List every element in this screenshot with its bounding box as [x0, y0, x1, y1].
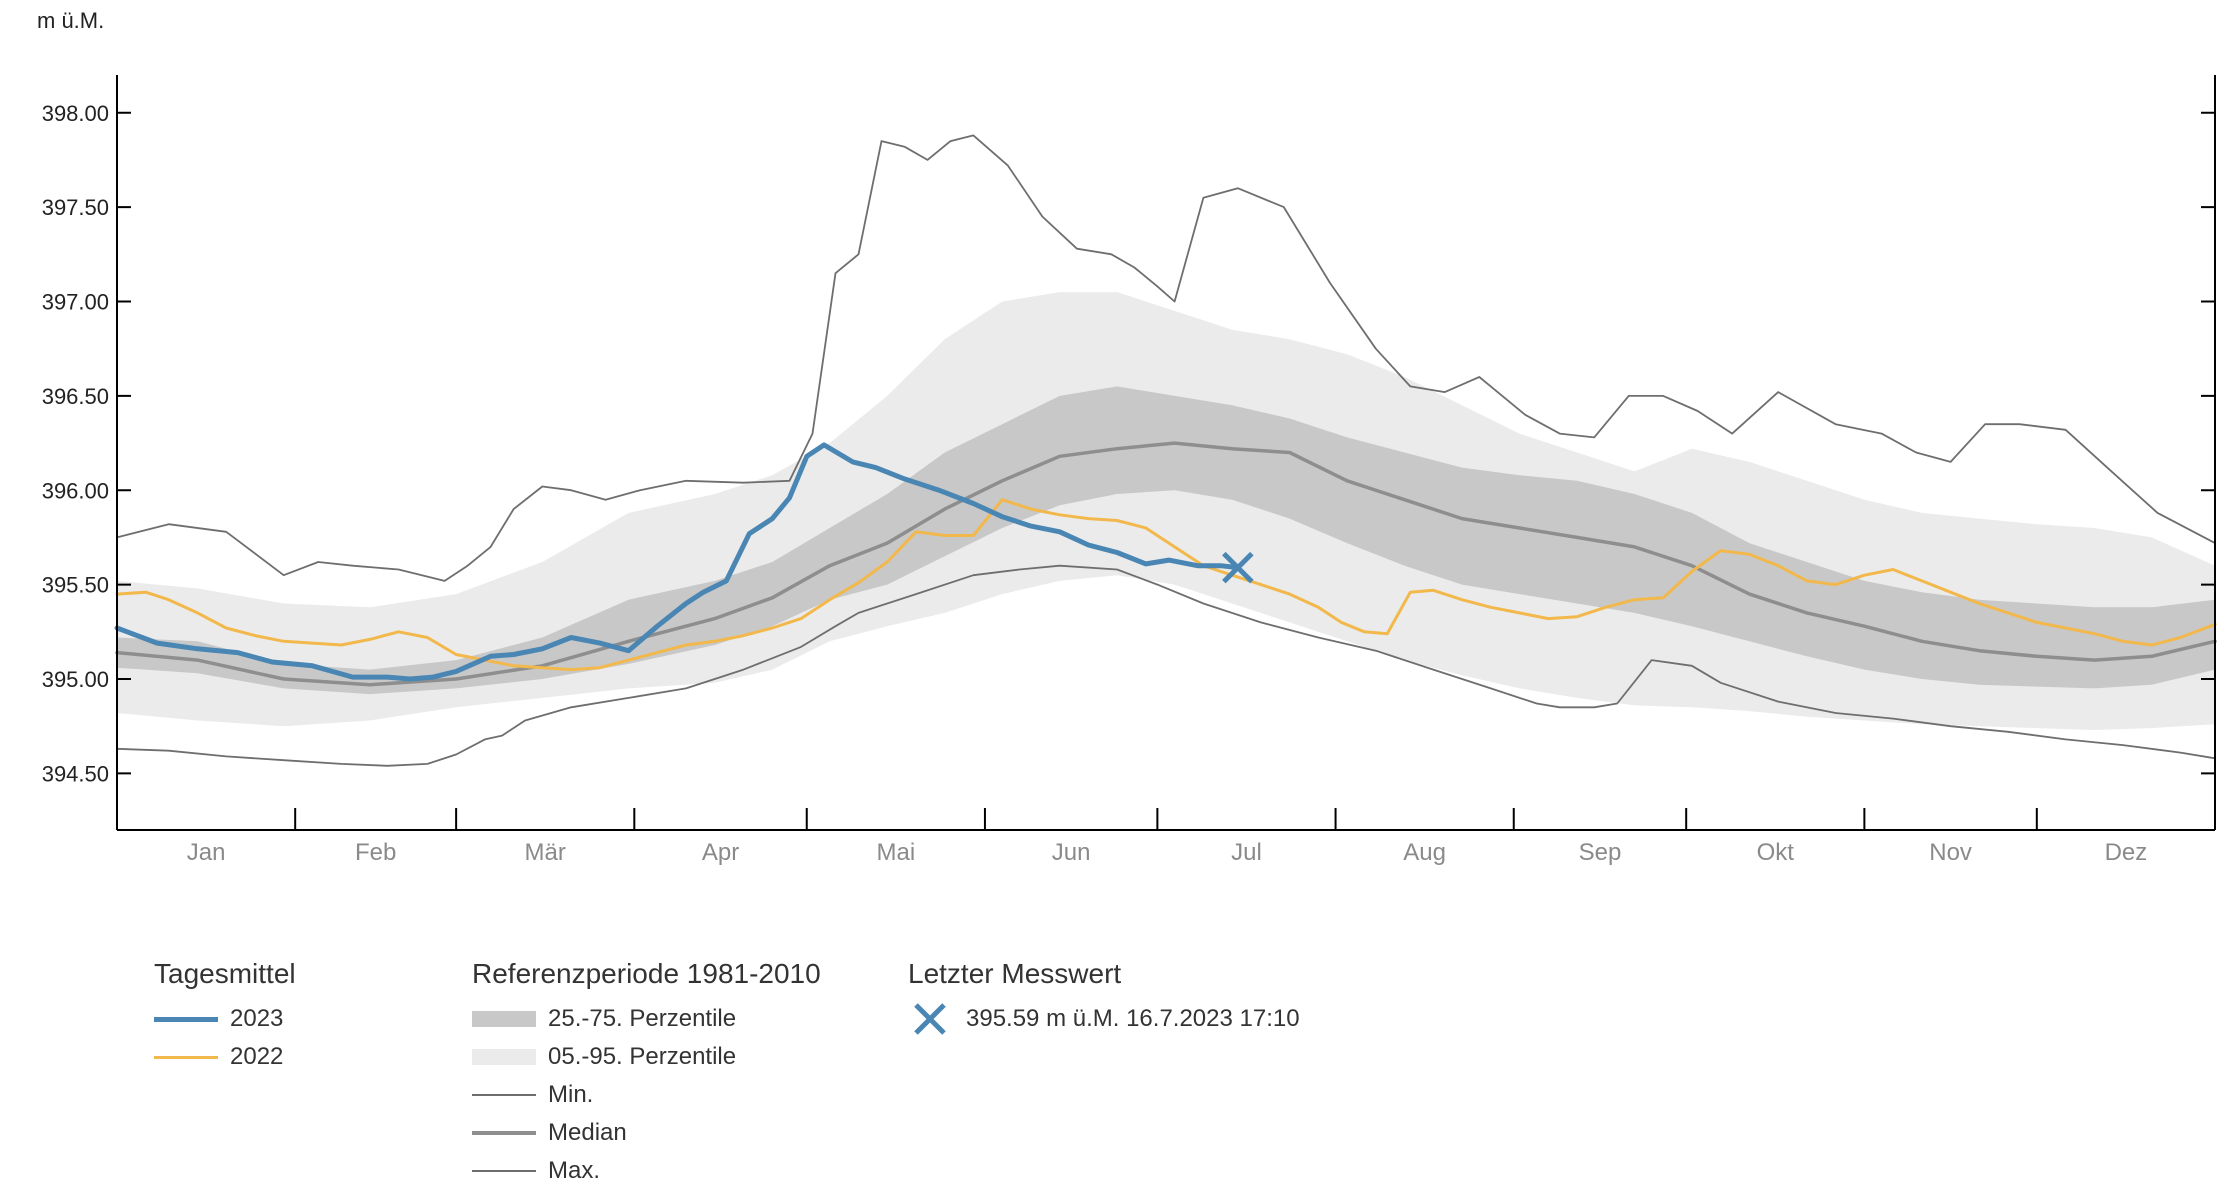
median-line [115, 441, 2217, 687]
x-tick-label: Jul [1231, 839, 1262, 866]
legend-label-max: Max. [548, 1157, 601, 1184]
y-tick-label: 398.00 [42, 101, 109, 126]
max-line [116, 134, 2216, 582]
x-tick-label: Nov [1929, 839, 1972, 866]
y-tick-label: 395.00 [42, 667, 109, 692]
water-level-chart: 398.00 397.50 397.00 396.50 396.00 395.50 395.… [42, 75, 2217, 866]
legend-item-2022: 2022 [154, 1038, 296, 1076]
series-2022-line [115, 498, 2217, 672]
x-tick-label: Apr [702, 839, 739, 866]
legend-swatch-p05-95 [472, 1049, 536, 1065]
axes: 398.00 397.50 397.00 396.50 396.00 395.50 395.… [42, 75, 2216, 866]
legend-label-p25-75: 25.-75. Perzentile [548, 1005, 737, 1032]
legend-last-value-text: 395.59 m ü.M. 16.7.2023 17:10 [966, 1005, 1300, 1032]
legend-label-2022: 2022 [230, 1043, 284, 1070]
x-tick-label: Aug [1403, 839, 1446, 866]
legend-last-title: Letzter Messwert [908, 958, 1122, 989]
series-lines [114, 134, 2217, 767]
y-tick-label: 395.50 [42, 573, 109, 598]
legend-label-min: Min. [548, 1081, 594, 1108]
legend-swatch-2023 [154, 1016, 218, 1022]
legend-swatch-min [472, 1094, 536, 1096]
y-axis-unit-label: m ü.M. [37, 8, 105, 33]
legend-label-2023: 2023 [230, 1005, 284, 1032]
legend-swatch-median [472, 1131, 536, 1135]
legend-item-median: Median [472, 1114, 821, 1152]
band-25-75-perzentile [117, 386, 2215, 695]
legend-swatch-max [472, 1170, 536, 1172]
cross-icon [914, 1003, 946, 1035]
y-tick-label: 397.50 [42, 195, 109, 220]
y-tick-label: 397.00 [42, 290, 109, 315]
percentile-bands [117, 292, 2215, 730]
legend-swatch-2022 [154, 1055, 218, 1059]
x-tick-label: Okt [1757, 839, 1795, 866]
y-tick-label: 396.50 [42, 384, 109, 409]
legend-item-p05-95: 05.-95. Perzentile [472, 1038, 821, 1076]
x-tick-label: Sep [1579, 839, 1622, 866]
last-value-cross-b [1222, 551, 1254, 584]
legend-daily-title: Tagesmittel [154, 958, 296, 989]
legend-daily: Tagesmittel 2023 2022 [154, 958, 296, 1076]
x-tick-label: Mär [525, 839, 566, 866]
legend-item-2023: 2023 [154, 1000, 296, 1038]
x-tick-label: Dez [2105, 839, 2148, 866]
x-tick-label: Feb [355, 839, 396, 866]
legend-item-last: 395.59 m ü.M. 16.7.2023 17:10 [908, 1000, 1300, 1038]
min-line [116, 564, 2216, 767]
last-value-marker [1222, 551, 1254, 584]
legend-label-median: Median [548, 1119, 627, 1146]
legend-swatch-p25-75 [472, 1011, 536, 1027]
x-tick-label: Mai [877, 839, 916, 866]
legend-item-max: Max. [472, 1152, 821, 1190]
legend-reference-title: Referenzperiode 1981-2010 [472, 958, 821, 989]
series-2023-line [114, 442, 1241, 682]
x-tick-label: Jan [187, 839, 226, 866]
y-tick-label: 396.00 [42, 478, 109, 503]
legend-item-p25-75: 25.-75. Perzentile [472, 1000, 821, 1038]
legend-label-p05-95: 05.-95. Perzentile [548, 1043, 737, 1070]
legend-item-min: Min. [472, 1076, 821, 1114]
x-tick-label: Jun [1052, 839, 1091, 866]
y-tick-label: 394.50 [42, 761, 109, 786]
legend-reference: Referenzperiode 1981-2010 25.-75. Perzen… [472, 958, 821, 1190]
legend-last-value: Letzter Messwert 395.59 m ü.M. 16.7.2023… [908, 958, 1300, 1038]
